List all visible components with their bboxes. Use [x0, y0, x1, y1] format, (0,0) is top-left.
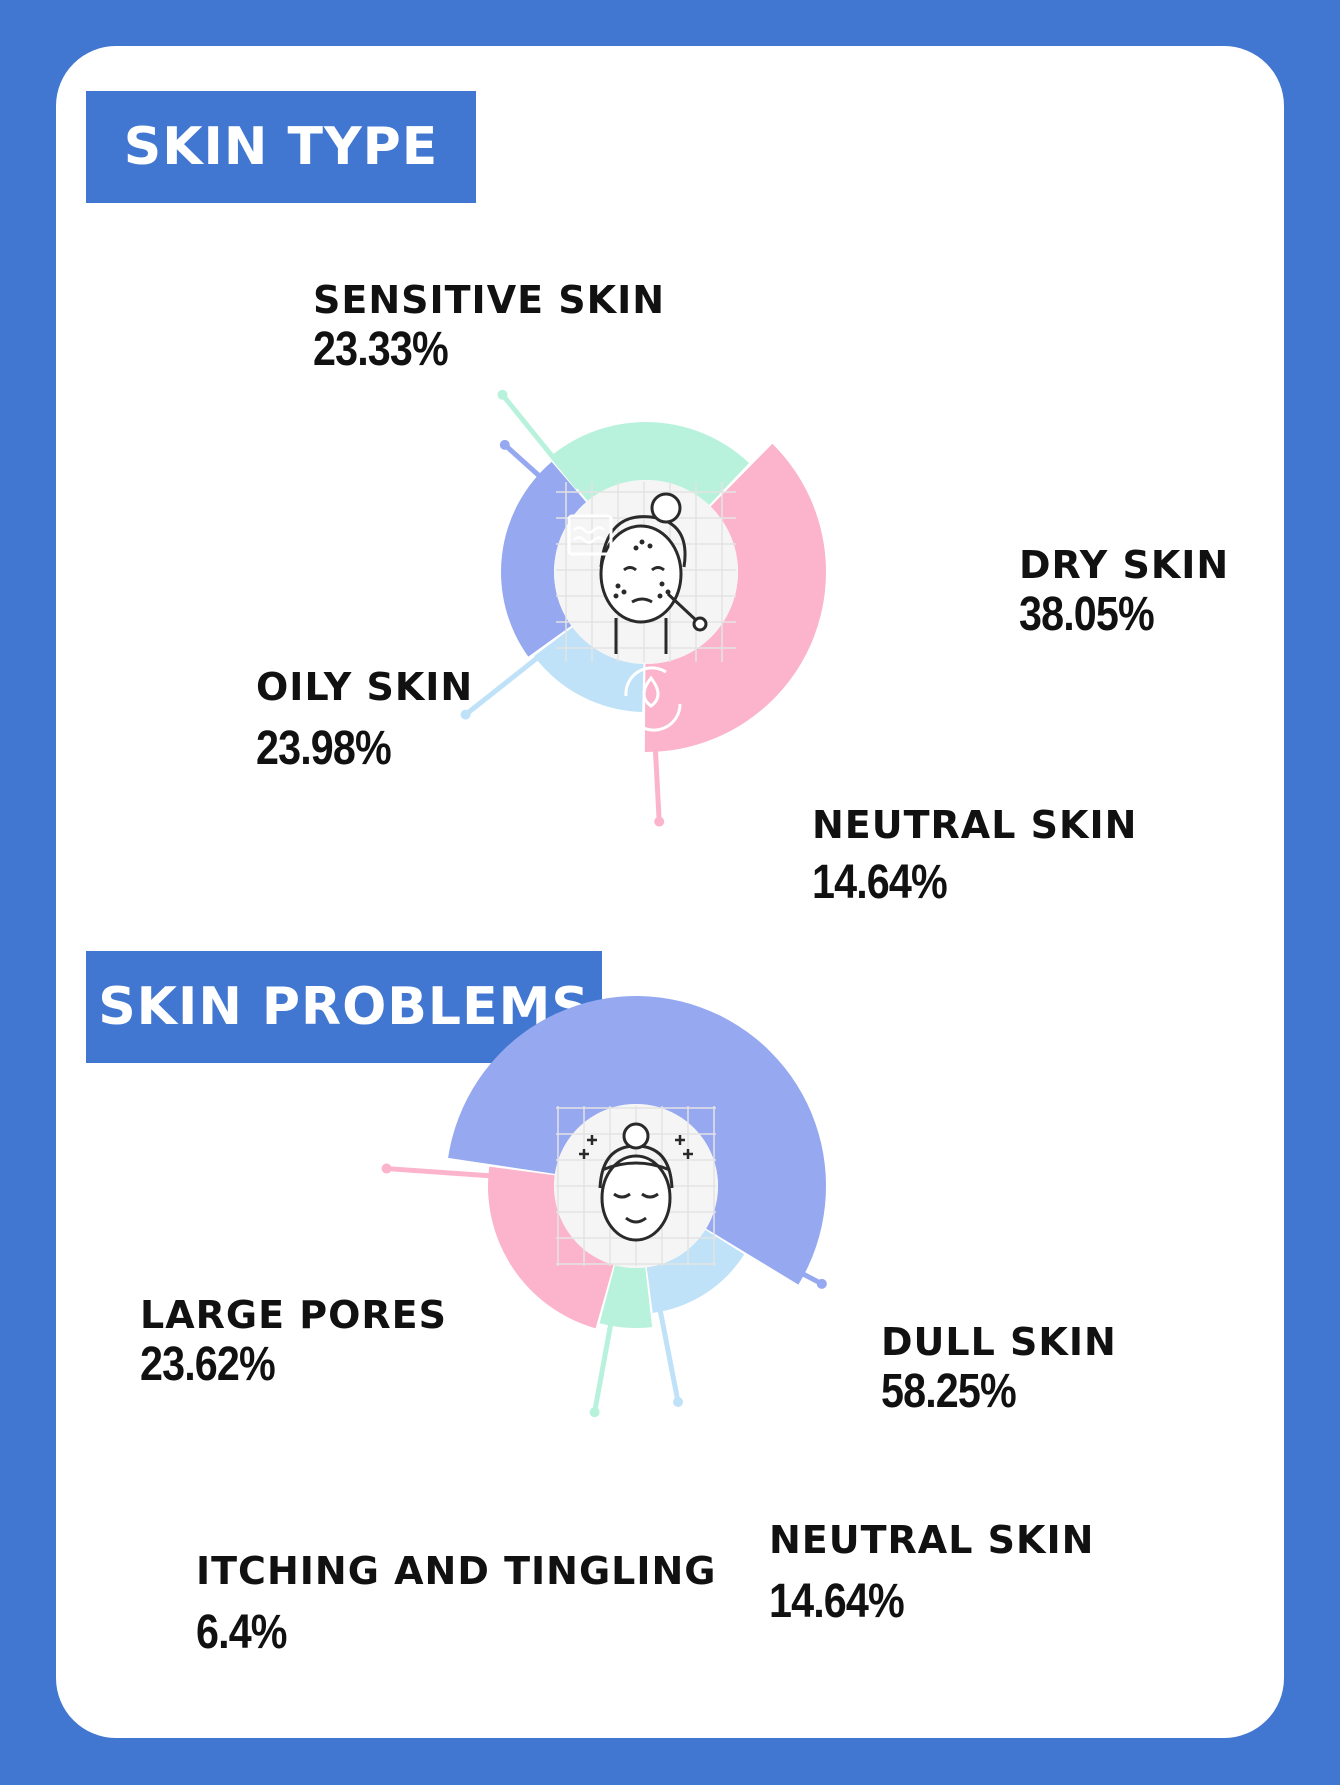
- slice-value: 23.98%: [256, 722, 392, 775]
- slice-large-pores: [488, 1166, 614, 1329]
- slice-value: 23.33%: [313, 323, 449, 376]
- slice-label: ITCHING AND TINGLING: [196, 1549, 717, 1593]
- slice-dry-skin: [644, 443, 826, 752]
- leader-line-dull-skin: [730, 1234, 827, 1289]
- slice-value: 58.25%: [881, 1365, 1017, 1418]
- slice-oily-skin: [500, 461, 587, 657]
- slice-label: NEUTRAL SKIN: [812, 803, 1138, 847]
- drop-cycle-icon: [624, 666, 682, 732]
- two-drops-icon: [799, 671, 838, 718]
- slice-value: 23.62%: [140, 1338, 276, 1391]
- slice-label: DRY SKIN: [1019, 543, 1230, 587]
- label-neutral-skin: NEUTRAL SKIN 14.64%: [812, 803, 1137, 910]
- label-dry-skin: DRY SKIN 38.05%: [1019, 543, 1229, 642]
- label-oily-skin: OILY SKIN 23.98%: [256, 665, 473, 776]
- leader-line-itching-and-tingling: [589, 1281, 621, 1418]
- slice-value: 6.4%: [196, 1606, 288, 1659]
- slice-label: LARGE PORES: [140, 1293, 448, 1337]
- leader-line-large-pores: [381, 1163, 519, 1181]
- label-neutral-skin-problems: NEUTRAL SKIN 14.64%: [769, 1518, 1094, 1629]
- leader-line-dry-skin: [649, 689, 665, 827]
- leader-line-neutral-skin: [460, 631, 571, 720]
- slice-dull-skin: [448, 996, 827, 1285]
- glowing-face-icon: [554, 1104, 718, 1268]
- label-itching-and-tingling: ITCHING AND TINGLING 6.4%: [196, 1549, 717, 1660]
- slice-label: SENSITIVE SKIN: [313, 278, 666, 322]
- leader-line-sensitive-skin: [497, 389, 580, 490]
- slice-label: OILY SKIN: [256, 665, 474, 709]
- acne-face-icon: [554, 480, 738, 664]
- infographic-card: SKIN TYPE SKIN PROBLEMS SENSITIVE SKIN 2…: [56, 46, 1284, 1738]
- slice-value: 14.64%: [769, 1575, 905, 1628]
- label-large-pores: LARGE PORES 23.62%: [140, 1293, 447, 1392]
- no-drop-leaf-icon: [821, 445, 867, 505]
- section-header-skin-type: SKIN TYPE: [86, 91, 476, 203]
- water-surface-icon: [567, 514, 613, 556]
- slice-sensitive-skin: [550, 422, 750, 506]
- skin-type-donut-chart: [381, 389, 867, 1418]
- leader-line-oily-skin: [499, 439, 567, 501]
- label-dull-skin: DULL SKIN 58.25%: [881, 1320, 1117, 1419]
- leader-line-neutral-skin: [650, 1271, 684, 1407]
- slice-label: NEUTRAL SKIN: [769, 1518, 1095, 1562]
- label-sensitive-skin: SENSITIVE SKIN 23.33%: [313, 278, 665, 377]
- slice-neutral-skin: [646, 1229, 745, 1313]
- slice-value: 14.64%: [812, 856, 948, 909]
- slice-value: 38.05%: [1019, 588, 1155, 641]
- slice-label: DULL SKIN: [881, 1320, 1117, 1364]
